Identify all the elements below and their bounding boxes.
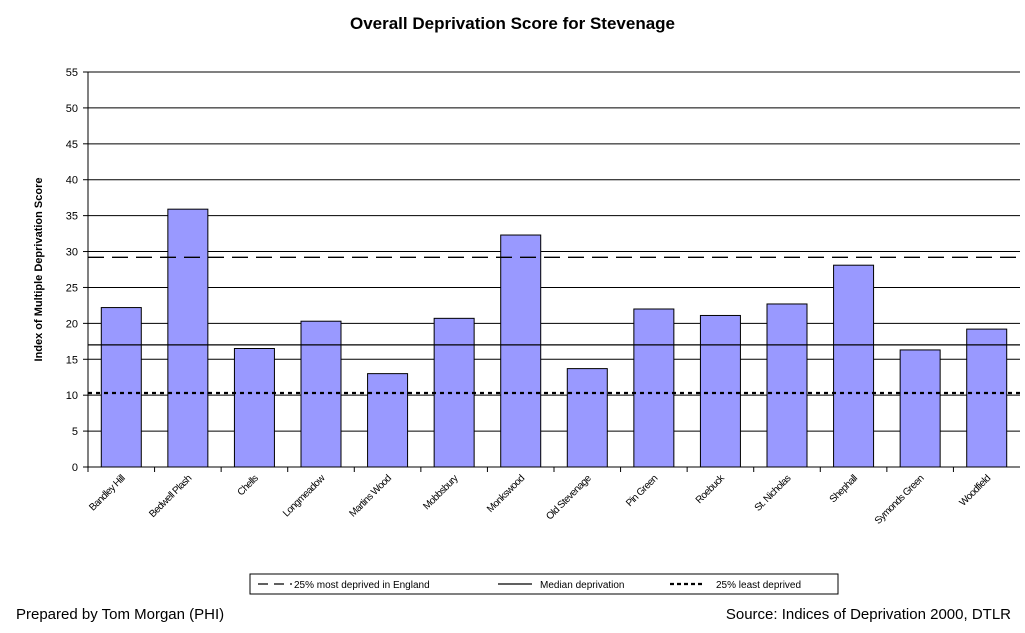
x-tick-label: Mobbsbury — [421, 473, 460, 512]
y-tick-label: 55 — [66, 67, 78, 79]
bar — [766, 303, 808, 468]
legend-label: 25% least deprived — [716, 580, 801, 591]
bar — [899, 349, 941, 468]
x-tick-label: Woodfield — [958, 473, 993, 508]
y-tick-label: 25 — [66, 282, 78, 294]
bar — [633, 308, 675, 468]
bar — [566, 368, 608, 468]
y-tick-label: 15 — [66, 354, 78, 366]
y-tick-label: 30 — [66, 247, 78, 259]
bar — [699, 314, 741, 468]
y-tick-label: 5 — [72, 426, 78, 438]
y-tick-label: 0 — [72, 462, 78, 474]
bar — [100, 307, 142, 468]
bar — [233, 348, 275, 468]
x-tick-label: Bedwell Plash — [147, 473, 194, 520]
y-tick-label: 50 — [66, 103, 78, 115]
bar — [966, 328, 1008, 468]
bar — [833, 264, 875, 468]
x-tick-label: Chells — [236, 473, 261, 498]
x-tick-label: Longmeadow — [281, 472, 328, 519]
x-tick-label: Monkswood — [485, 473, 527, 515]
x-tick-label: Pin Green — [624, 473, 660, 509]
legend-label: Median deprivation — [540, 580, 625, 591]
legend-label: 25% most deprived in England — [294, 580, 430, 591]
x-tick-label: Shephall — [828, 473, 860, 505]
source-note: Source: Indices of Deprivation 2000, DTL… — [725, 606, 1011, 623]
x-tick-label: Old Stevenage — [544, 473, 594, 523]
legend-box — [249, 573, 839, 595]
x-tick-label: St. Nicholas — [753, 473, 794, 514]
x-tick-label: Symonds Green — [873, 473, 926, 526]
y-axis-label: Index of Multiple Deprivation Score — [33, 178, 45, 362]
y-tick-label: 20 — [66, 318, 78, 330]
x-tick-label: Martins Wood — [348, 473, 394, 519]
x-tick-label: Roebuck — [694, 472, 728, 506]
bar — [367, 373, 409, 468]
y-tick-label: 35 — [66, 211, 78, 223]
y-tick-label: 45 — [66, 139, 78, 151]
bar — [167, 208, 209, 468]
bar — [500, 234, 542, 468]
x-tick-label: Bandley Hill — [87, 473, 127, 513]
chart-title: Overall Deprivation Score for Stevenage — [349, 14, 675, 33]
prepared-by-note: Prepared by Tom Morgan (PHI) — [16, 606, 225, 623]
y-tick-label: 40 — [66, 175, 78, 187]
y-tick-label: 10 — [66, 390, 78, 402]
